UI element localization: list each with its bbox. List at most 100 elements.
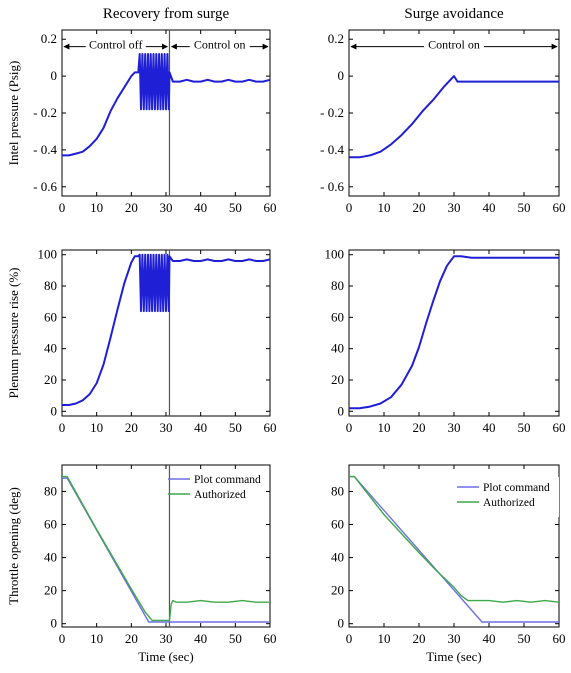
y-tick-label: 100 [38,247,58,262]
x-tick-label: 10 [378,200,391,215]
y-tick-label: - 0.2 [33,105,57,120]
y-tick-label: 20 [44,583,57,598]
x-tick-label: 20 [125,631,138,646]
y-tick-label: - 0.2 [320,105,344,120]
annotation-bg [189,37,250,51]
x-tick-label: 60 [553,420,566,435]
x-tick-label: 40 [194,200,207,215]
x-tick-label: 50 [229,200,242,215]
x-tick-label: 10 [90,420,103,435]
x-tick-label: 30 [160,420,173,435]
x-tick-label: 60 [553,200,566,215]
y-tick-label: 0 [51,68,58,83]
annotation-bg [424,37,484,51]
series-line-authorized [62,475,270,622]
x-tick-label: 30 [448,420,461,435]
y-tick-label: - 0.6 [320,179,344,194]
x-tick-label: 0 [346,420,353,435]
x-tick-label: 50 [229,420,242,435]
x-tick-label: 20 [413,200,426,215]
x-axis-label: Time (sec) [426,649,482,664]
y-tick-label: 0.2 [328,31,344,46]
plot-frame [61,29,271,197]
y-tick-label: 40 [331,550,344,565]
x-tick-label: 40 [483,200,496,215]
y-tick-label: 0 [51,403,58,418]
annotation-label: Control on [194,38,246,52]
x-tick-label: 0 [346,631,353,646]
y-tick-label: 80 [44,278,57,293]
legend-label: Authorized [483,497,535,509]
x-tick-label: 30 [160,200,173,215]
x-tick-label: 10 [378,631,391,646]
x-tick-label: 10 [90,200,103,215]
y-tick-label: 40 [44,550,57,565]
y-tick-label: 20 [331,372,344,387]
x-tick-label: 10 [90,631,103,646]
plot-frame [348,249,560,417]
y-tick-label: 20 [44,372,57,387]
chart-throttle-recovery: 0 10 20 30 40 50 60 0 20 40 60 80 Time (sec) Plot com… [44,464,277,664]
legend-box [451,477,559,517]
x-tick-label: 30 [160,631,173,646]
x-tick-label: 60 [264,631,277,646]
series-line-authorized [349,475,560,603]
series-line-trace [349,255,559,410]
y-tick-label: 0 [338,616,345,631]
x-tick-label: 40 [194,420,207,435]
x-tick-label: 60 [264,420,277,435]
y-tick-label: 0 [338,68,345,83]
plot-frame [348,29,560,197]
x-tick-label: 0 [59,420,66,435]
y-tick-label: 60 [331,309,344,324]
x-tick-label: 0 [59,631,66,646]
col-title-recovery: Recovery from surge [102,6,230,22]
annotation-bg [85,37,146,51]
chart-plenum-recovery: 0 10 20 30 40 50 60 0 20 40 60 80 100 [38,247,277,435]
col-title-avoidance: Surge avoidance [404,6,504,22]
y-axis-label: Intel pressure (Psig) [6,61,21,166]
x-tick-label: 0 [59,200,66,215]
x-tick-label: 20 [125,200,138,215]
y-tick-label: - 0.6 [33,179,57,194]
x-tick-label: 40 [194,631,207,646]
y-tick-label: - 0.4 [33,142,57,157]
x-tick-label: 40 [483,631,496,646]
y-tick-label: 0 [338,403,345,418]
x-tick-label: 0 [346,200,353,215]
x-tick-label: 20 [125,420,138,435]
y-axis-label: Throttle opening (deg) [6,487,21,605]
x-tick-label: 30 [448,631,461,646]
y-tick-label: 60 [331,517,344,532]
series-line-plot-command [62,477,270,623]
y-tick-label: 0 [51,616,58,631]
annotation-label: Control on [428,38,480,52]
x-tick-label: 20 [413,420,426,435]
x-tick-label: 60 [264,200,277,215]
y-tick-label: 80 [331,278,344,293]
y-axis-label: Plenum pressure rise (%) [6,267,21,398]
x-tick-label: 50 [518,631,531,646]
x-tick-label: 50 [229,631,242,646]
x-tick-label: 40 [483,420,496,435]
series-line-trace [349,75,559,159]
legend-label: Plot command [483,482,550,494]
series-line-trace [62,253,271,406]
x-axis-label: Time (sec) [138,649,194,664]
x-tick-label: 20 [413,631,426,646]
y-tick-label: 100 [325,247,345,262]
y-tick-label: 0.2 [41,31,57,46]
y-tick-label: 40 [44,341,57,356]
y-tick-label: 20 [331,583,344,598]
x-tick-label: 50 [518,420,531,435]
annotation-label: Control off [89,38,142,52]
chart-inlet-avoidance: 0 10 20 30 40 50 60 - 0.6 - 0.4 - 0.2 0 0.2 Control … [320,29,566,215]
y-tick-label: - 0.4 [320,142,344,157]
legend-label: Plot command [194,474,261,486]
y-tick-label: 60 [44,309,57,324]
x-tick-label: 60 [553,631,566,646]
x-tick-label: 50 [518,200,531,215]
y-tick-label: 80 [331,483,344,498]
chart-inlet-recovery: 0 10 20 30 40 50 60 - 0.6 - 0.4 - 0.2 0 0.2 Control … [33,29,277,215]
